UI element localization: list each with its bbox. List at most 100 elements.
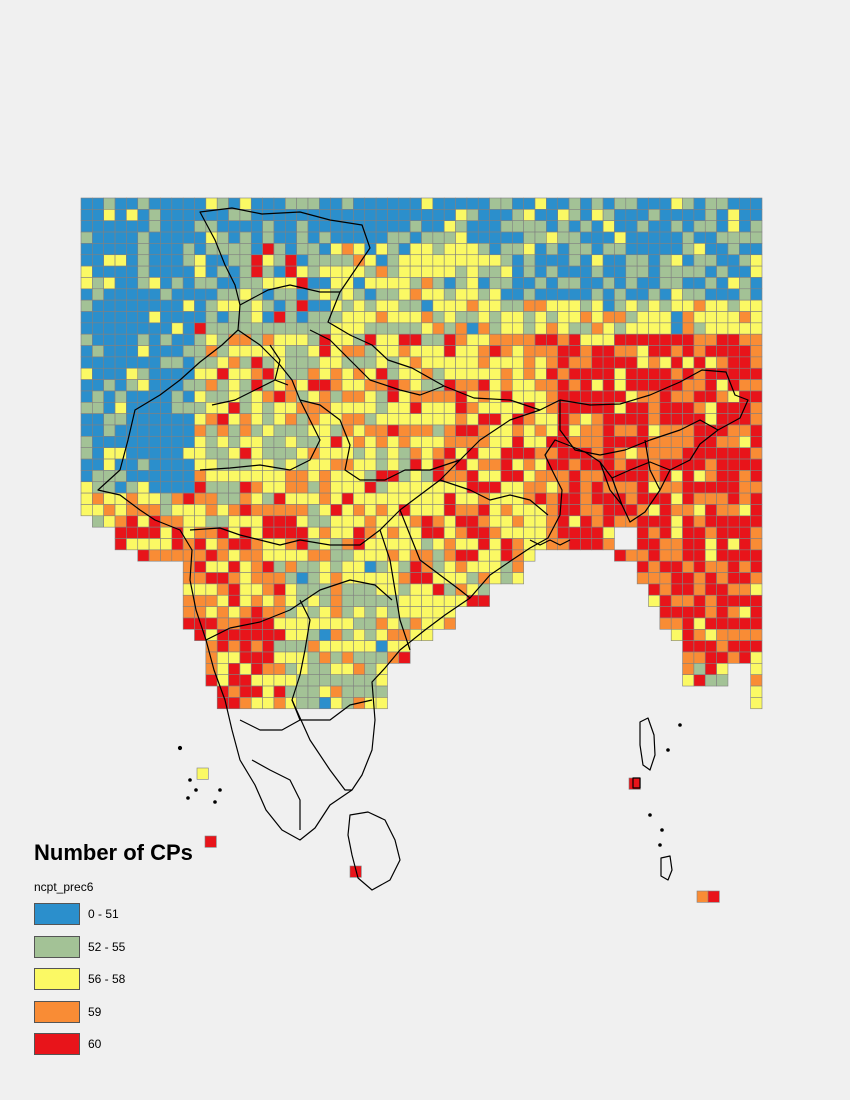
grid-cell <box>477 583 490 596</box>
grid-cell <box>659 413 672 426</box>
grid-cell <box>738 299 751 312</box>
grid-cell <box>670 413 683 426</box>
grid-cell <box>137 209 150 222</box>
grid-cell <box>682 583 695 596</box>
grid-cell <box>421 379 434 392</box>
grid-cell <box>239 447 252 460</box>
grid-cell <box>319 594 332 607</box>
grid-cell <box>364 663 377 675</box>
grid-cell <box>262 583 275 596</box>
grid-cell <box>239 697 252 710</box>
grid-cell <box>239 254 252 267</box>
grid-cell <box>716 515 729 528</box>
grid-cell <box>693 401 706 414</box>
grid-cell <box>727 322 740 335</box>
grid-cell <box>500 299 513 312</box>
grid-cell <box>568 265 581 278</box>
grid-cell <box>262 436 275 449</box>
grid-cell <box>636 526 649 539</box>
grid-cell <box>750 322 763 335</box>
grid-cell <box>591 299 604 312</box>
grid-cell <box>727 220 740 233</box>
grid-cell <box>432 220 445 233</box>
grid-cell <box>182 299 195 312</box>
grid-cell <box>171 492 184 505</box>
grid-cell <box>284 299 297 312</box>
grid-cell <box>205 560 218 573</box>
grid-cell <box>228 515 241 528</box>
grid-cell <box>126 345 139 358</box>
grid-cell <box>330 436 343 449</box>
grid-cell <box>750 504 763 517</box>
grid-cell <box>602 436 615 449</box>
grid-cell <box>171 470 184 483</box>
grid-cell <box>307 674 320 687</box>
grid-cell <box>126 504 139 517</box>
grid-cell <box>421 481 434 494</box>
grid-cell <box>591 277 604 290</box>
grid-cell <box>273 311 286 324</box>
grid-cell <box>103 436 116 449</box>
grid-cell <box>659 583 672 596</box>
grid-cell <box>670 572 683 585</box>
grid-cell <box>126 526 139 539</box>
grid-cell <box>625 424 638 437</box>
grid-cell <box>296 333 309 346</box>
grid-cell <box>228 549 241 562</box>
grid-cell <box>466 299 479 312</box>
grid-cell <box>591 515 604 528</box>
legend-label: 0 - 51 <box>88 907 119 921</box>
grid-cell <box>307 651 320 664</box>
grid-cell <box>80 345 93 358</box>
grid-cell <box>375 220 388 233</box>
grid-cell <box>704 515 717 528</box>
grid-cell <box>432 583 445 596</box>
grid-cell <box>239 685 252 698</box>
grid-cell <box>250 367 263 380</box>
grid-cell <box>625 254 638 267</box>
grid-cell <box>614 254 627 267</box>
grid-cell <box>228 254 241 267</box>
grid-cell <box>92 424 104 437</box>
grid-cell <box>704 254 717 267</box>
grid-cell <box>341 322 354 335</box>
grid-cell <box>319 549 332 562</box>
grid-cell <box>523 209 536 222</box>
grid-cell <box>546 277 558 290</box>
grid-cell <box>330 492 343 505</box>
grid-cell <box>443 470 456 483</box>
grid-cell <box>160 333 173 346</box>
grid-cell <box>693 311 706 324</box>
grid-cell <box>409 356 422 369</box>
grid-cell <box>432 526 445 539</box>
grid-cell <box>421 424 434 437</box>
grid-cell <box>387 526 400 539</box>
grid-cell <box>625 231 638 244</box>
grid-cell <box>205 617 218 630</box>
grid-cell <box>580 504 593 517</box>
grid-cell <box>614 333 627 346</box>
grid-cell <box>182 209 195 222</box>
grid-cell <box>353 390 366 403</box>
grid-cell <box>284 594 297 607</box>
grid-cell <box>523 447 536 460</box>
grid-cell <box>375 492 388 505</box>
grid-cell <box>602 231 615 244</box>
grid-cell <box>319 277 332 290</box>
grid-cell <box>670 390 683 403</box>
grid-cell <box>500 549 513 562</box>
grid-cell <box>375 288 388 301</box>
grid-cell <box>387 243 400 256</box>
grid-cell <box>750 515 763 528</box>
grid-cell <box>500 367 513 380</box>
grid-cell <box>387 277 400 290</box>
grid-cell <box>727 197 740 210</box>
grid-cell <box>284 458 297 471</box>
grid-cell <box>682 515 695 528</box>
grid-cell <box>432 447 445 460</box>
grid-cell <box>489 322 502 335</box>
grid-cell <box>353 526 366 539</box>
grid-cell <box>716 299 729 312</box>
grid-cell <box>591 265 604 278</box>
grid-cell <box>194 197 207 210</box>
